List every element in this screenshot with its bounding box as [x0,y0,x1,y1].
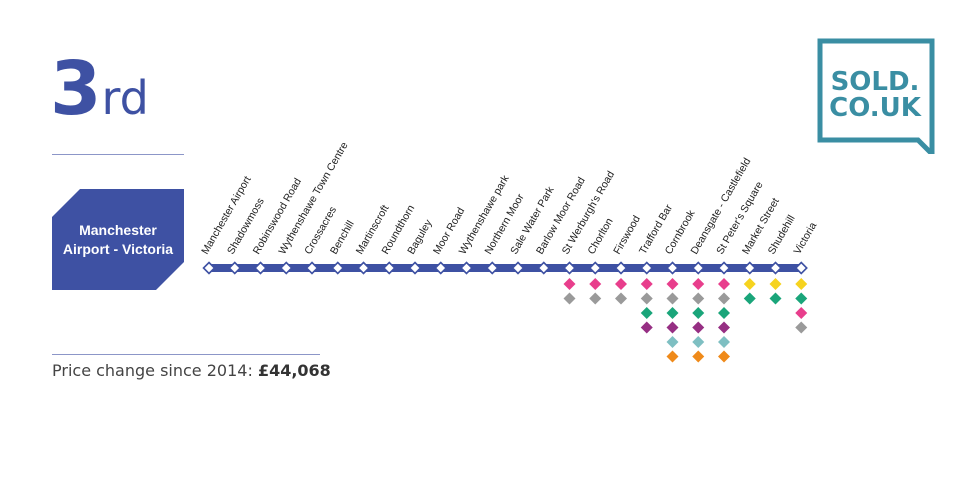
station-stop-marker [691,261,705,275]
connection-line-marker [666,350,679,363]
connection-line-marker [718,321,730,334]
station-stop-marker [537,261,551,275]
connection-line-marker [795,278,808,290]
connection-line-marker [615,292,627,305]
connection-line-marker [718,278,730,290]
logo-speech-bubble-icon: SOLD. CO.UK [817,38,935,154]
station-stop-marker [459,261,474,275]
connection-line-marker [692,350,705,363]
sold-co-uk-logo: SOLD. CO.UK [817,38,935,154]
station-stop-marker [356,261,371,275]
price-change-value: £44,068 [257,361,331,380]
connection-line-marker [692,292,705,305]
rank-heading: 3rd [50,52,149,126]
station-stop-marker [228,261,242,275]
connection-line-marker [795,292,808,305]
connection-line-marker [563,292,576,305]
station-stop-marker [279,261,293,275]
connection-line-marker [666,321,679,334]
route-name-line1: Manchester [79,221,157,238]
connection-line-marker [640,307,653,319]
connection-line-marker [718,350,730,363]
connection-line-marker [666,336,679,348]
station-stop-marker [614,261,628,275]
logo-line2: CO.UK [829,93,922,123]
connection-line-marker [718,307,730,319]
rank-number: 3 [50,46,102,132]
connection-line-marker [692,336,705,348]
connection-line-marker [640,278,653,290]
connection-line-marker [718,292,730,305]
connection-line-marker [743,292,756,305]
station-stop-marker [408,261,422,275]
connection-line-marker [743,278,756,290]
connection-line-marker [769,278,782,290]
station-stop-marker [794,261,808,275]
route-name-line2: Airport - Victoria [62,240,174,257]
connection-line-marker [589,292,602,305]
connection-line-marker [795,321,808,334]
station-stop-marker [331,261,345,275]
station-stop-marker [382,261,396,275]
rank-divider [52,154,184,155]
price-change: Price change since 2014: £44,068 [52,361,331,380]
station-stop-marker [202,261,216,275]
connection-line-marker [666,278,679,290]
connection-line-marker [640,292,653,305]
logo-line1: SOLD. [831,67,920,97]
station-stop-marker [434,261,448,275]
connection-line-marker [692,307,705,319]
station-stop-marker [511,261,525,275]
station-stop-marker [768,261,783,275]
connection-line-marker [718,336,730,348]
station-stop-marker [305,261,319,275]
price-change-label: Price change since 2014: [52,361,258,380]
connection-line-marker [615,278,627,290]
connection-line-marker [640,321,653,334]
station-stop-marker [562,261,577,275]
station-stop-marker [588,261,602,275]
connection-line-marker [666,292,679,305]
rank-suffix: rd [101,71,149,125]
route-badge: Manchester Airport - Victoria [52,189,184,290]
station-stop-marker [253,261,268,275]
station-stop-marker [485,261,499,275]
connection-line-marker [692,321,705,334]
connection-line-marker [589,278,602,290]
station-stop-marker [640,261,654,275]
connection-line-marker [795,307,808,319]
connection-line-marker [692,278,705,290]
station-label: Victoria [791,220,819,256]
station-stop-marker [717,261,731,275]
price-divider [52,354,320,355]
connection-line-marker [769,292,782,305]
connection-line-marker [666,307,679,319]
station-stop-marker [665,261,680,275]
station-stop-marker [743,261,757,275]
connection-line-marker [563,278,576,290]
